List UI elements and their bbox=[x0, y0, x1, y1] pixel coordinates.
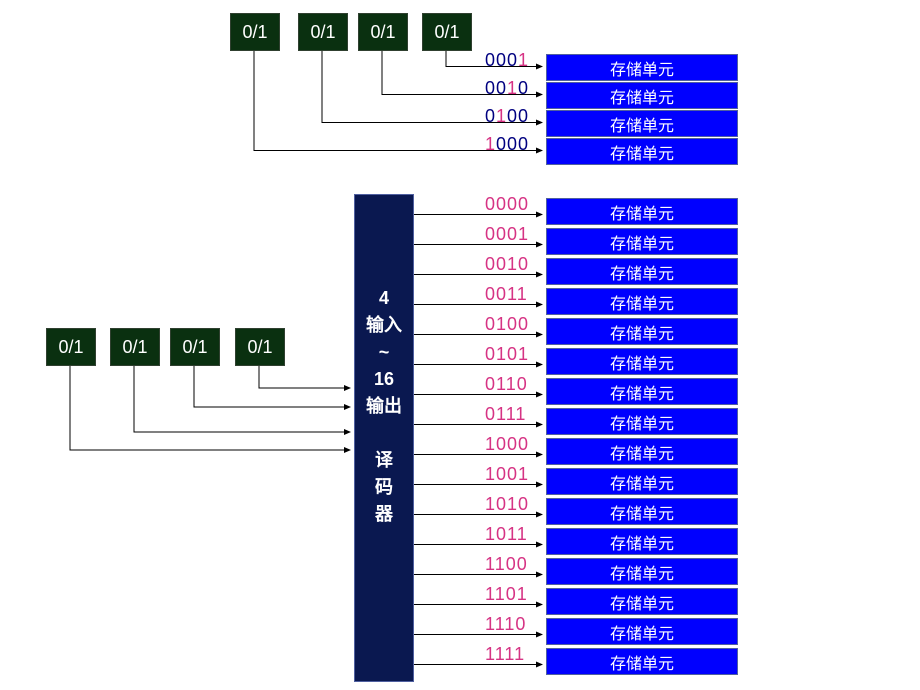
bottom-storage-0: 存储单元 bbox=[546, 198, 738, 225]
top-input-0: 0/1 bbox=[230, 13, 280, 51]
top-storage-0: 存储单元 bbox=[546, 54, 738, 81]
bottom-binary-1110: 1110 bbox=[485, 614, 526, 635]
top-binary-0001: 0001 bbox=[485, 50, 529, 71]
bottom-binary-1001: 1001 bbox=[485, 464, 529, 485]
bottom-binary-1111: 1111 bbox=[485, 644, 525, 665]
bottom-binary-1101: 1101 bbox=[485, 584, 528, 605]
bottom-storage-11: 存储单元 bbox=[546, 528, 738, 555]
bottom-storage-8: 存储单元 bbox=[546, 438, 738, 465]
bottom-binary-0100: 0100 bbox=[485, 314, 529, 335]
top-binary-0100: 0100 bbox=[485, 106, 529, 127]
top-storage-3: 存储单元 bbox=[546, 138, 738, 165]
top-storage-2: 存储单元 bbox=[546, 110, 738, 137]
bottom-binary-0010: 0010 bbox=[485, 254, 529, 275]
bottom-storage-9: 存储单元 bbox=[546, 468, 738, 495]
bottom-storage-3: 存储单元 bbox=[546, 288, 738, 315]
bottom-binary-1000: 1000 bbox=[485, 434, 529, 455]
bottom-binary-0000: 0000 bbox=[485, 194, 529, 215]
bottom-binary-0110: 0110 bbox=[485, 374, 528, 395]
top-storage-1: 存储单元 bbox=[546, 82, 738, 109]
bottom-storage-4: 存储单元 bbox=[546, 318, 738, 345]
bottom-input-3: 0/1 bbox=[235, 328, 285, 366]
bottom-input-1: 0/1 bbox=[110, 328, 160, 366]
bottom-storage-5: 存储单元 bbox=[546, 348, 738, 375]
bottom-storage-15: 存储单元 bbox=[546, 648, 738, 675]
bottom-binary-0001: 0001 bbox=[485, 224, 529, 245]
top-input-2: 0/1 bbox=[358, 13, 408, 51]
bottom-binary-1011: 1011 bbox=[485, 524, 528, 545]
bottom-storage-2: 存储单元 bbox=[546, 258, 738, 285]
bottom-storage-12: 存储单元 bbox=[546, 558, 738, 585]
bottom-storage-10: 存储单元 bbox=[546, 498, 738, 525]
bottom-storage-7: 存储单元 bbox=[546, 408, 738, 435]
bottom-input-0: 0/1 bbox=[46, 328, 96, 366]
bottom-storage-1: 存储单元 bbox=[546, 228, 738, 255]
top-input-1: 0/1 bbox=[298, 13, 348, 51]
bottom-storage-6: 存储单元 bbox=[546, 378, 738, 405]
bottom-storage-13: 存储单元 bbox=[546, 588, 738, 615]
bottom-binary-0101: 0101 bbox=[485, 344, 529, 365]
decoder-4-to-16: 4输入~16输出 译码器 bbox=[354, 194, 414, 682]
bottom-binary-0011: 0011 bbox=[485, 284, 528, 305]
top-input-3: 0/1 bbox=[422, 13, 472, 51]
top-binary-0010: 0010 bbox=[485, 78, 529, 99]
bottom-binary-1100: 1100 bbox=[485, 554, 528, 575]
bottom-storage-14: 存储单元 bbox=[546, 618, 738, 645]
bottom-binary-1010: 1010 bbox=[485, 494, 529, 515]
top-binary-1000: 1000 bbox=[485, 134, 529, 155]
bottom-binary-0111: 0111 bbox=[485, 404, 526, 425]
bottom-input-2: 0/1 bbox=[170, 328, 220, 366]
